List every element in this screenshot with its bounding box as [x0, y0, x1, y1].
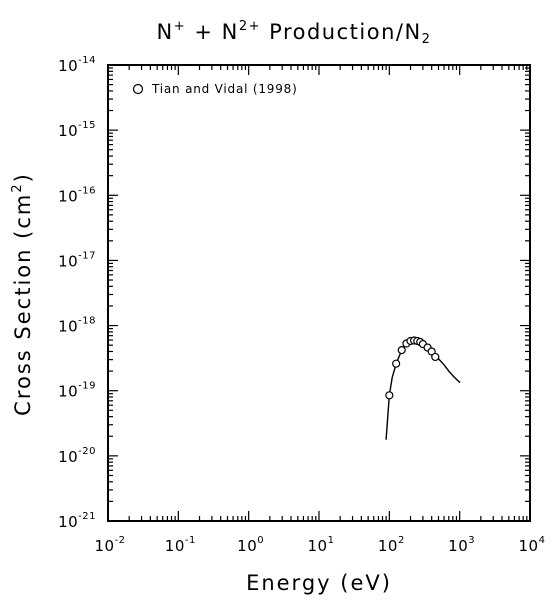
data-point: [431, 352, 440, 362]
x-tick-label: 101: [308, 535, 335, 555]
x-tick-label: 10-1: [165, 535, 196, 555]
data-point: [392, 359, 401, 368]
plot-area: Tian and Vidal (1998): [107, 64, 531, 522]
plot-frame: [107, 64, 531, 522]
x-tick-label: 104: [519, 535, 546, 555]
y-tick-label: 10-21: [58, 511, 96, 531]
y-tick-label: 10-14: [58, 55, 96, 75]
legend-label: Tian and Vidal (1998): [151, 82, 298, 96]
data-point: [397, 346, 406, 355]
y-tick-label: 10-16: [58, 185, 96, 205]
legend-marker: [132, 83, 144, 95]
axis-ticks: [107, 64, 531, 522]
legend: Tian and Vidal (1998): [132, 82, 298, 96]
fit-line: [385, 340, 461, 440]
y-tick-label: 10-20: [58, 446, 96, 466]
data-layer: [385, 336, 461, 440]
x-axis-label: Energy (eV): [246, 571, 392, 595]
chart-title: N+ + N2+ Production/N2: [157, 19, 432, 47]
y-tick-label: 10-17: [58, 250, 96, 270]
y-tick-label: 10-18: [58, 316, 96, 336]
x-tick-label: 10-2: [94, 535, 125, 555]
x-tick-label: 103: [448, 535, 475, 555]
data-point: [385, 391, 394, 400]
y-tick-label: 10-15: [58, 120, 96, 140]
x-tick-label: 102: [378, 535, 405, 555]
x-tick-labels: 10-2 10-1 100 101 102 103 104: [94, 535, 545, 555]
x-tick-label: 100: [237, 535, 264, 555]
y-axis-label: Cross Section (cm2): [10, 172, 35, 416]
y-tick-label: 10-19: [58, 381, 96, 401]
y-tick-labels: 10-21 10-20 10-19 10-18 10-17 10-16 10-15 10-14: [58, 55, 96, 531]
